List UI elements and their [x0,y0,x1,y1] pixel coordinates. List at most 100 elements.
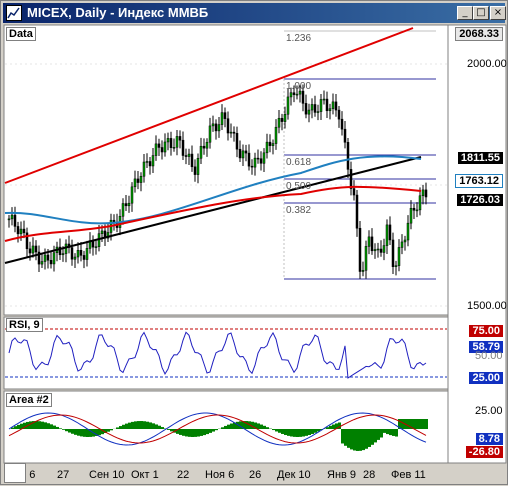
area-bar [260,425,263,429]
area-bar [257,423,260,429]
candle-body [17,226,19,233]
candle-body [146,161,148,162]
area-bar [359,429,362,451]
area-value-b-box: -26.80 [466,446,503,458]
x-label-oct1: Окт 1 [131,469,159,481]
candle-body [212,124,214,126]
ma-fast-value-box: 1763.12 [455,174,503,188]
candle-body [260,159,262,164]
candle-body [155,144,157,156]
candle-body [425,190,427,197]
area-bar [422,419,425,429]
rsi-tick-50: 50.00 [475,351,503,362]
candle-body [389,225,391,240]
area-bar [344,429,347,446]
candle-body [398,247,400,265]
candle-body [296,94,298,95]
candle-body [419,196,421,210]
candle-body [128,203,130,206]
area-bar [419,419,422,429]
price-top-box: 2068.33 [455,27,503,41]
area-bar [167,429,170,430]
area-bar [50,424,53,429]
last-price-box: 1726.03 [457,194,503,206]
area-bar [293,429,296,437]
x-label-jan9: Янв 9 [327,469,356,481]
candle-body [101,231,103,234]
candle-body [50,260,52,264]
area-bar [65,429,68,431]
candle-body [140,176,142,182]
area-bar [275,429,278,431]
area-bar [98,429,101,435]
area-bar [44,422,47,429]
area-bar [308,429,311,435]
candle-body [209,126,211,142]
candle-body [275,127,277,143]
candle-body [239,149,241,158]
candle-body [254,158,256,167]
area-bar [311,429,314,434]
rsi-pane[interactable] [4,317,448,389]
area-tick-25: 25.00 [475,406,503,417]
price-tick-1500: 1500.00 [467,301,507,312]
candle-body [191,154,193,167]
price-pane[interactable] [4,25,448,315]
candle-body [392,240,394,267]
area-bar [215,429,218,430]
x-label-22: 22 [177,469,189,481]
candle-body [263,153,265,163]
candle-body [323,99,325,100]
area-bar [170,429,173,431]
area-bar [200,429,203,436]
candle-body [176,136,178,147]
x-label-nov6: Ноя 6 [205,469,234,481]
area-bar [212,429,215,432]
candle-body [197,158,199,174]
area-bar [371,429,374,445]
candle-body [290,93,292,97]
candle-body [71,248,73,260]
candle-body [326,99,328,111]
area-bar [83,429,86,437]
area-bar [188,429,191,437]
area-bar [146,422,149,429]
candle-body [317,112,319,113]
candle-body [215,124,217,131]
area-bar [296,429,299,437]
candle-body [230,132,232,133]
candle-body [131,187,133,203]
candle-body [380,249,382,252]
area-bar [53,426,56,429]
candle-body [413,208,415,210]
corner-button[interactable] [4,463,26,483]
area-bar [179,429,182,435]
area-bar [356,429,359,451]
candle-body [206,142,208,148]
candle-body [185,156,187,157]
area-bar [227,425,230,429]
area-bar [182,429,185,436]
area-bar [284,429,287,435]
area-bar [287,429,290,436]
ma-slow-value-box: 1811.55 [458,152,503,164]
candle-body [335,102,337,110]
candle-body [200,146,202,158]
area-bar [389,429,392,435]
area-pane-label: Area #2 [6,393,52,407]
candle-body [53,253,55,264]
candle-body [173,147,175,148]
candle-body [29,249,31,253]
candle-body [416,210,418,211]
area-bar [230,424,233,429]
area-bar [302,429,305,436]
candle-body [35,246,37,252]
candle-body [221,113,223,125]
area-bar [71,429,74,434]
area-bar [416,419,419,429]
area-bar [14,426,17,429]
candle-body [167,138,169,142]
candle-body [218,125,220,131]
